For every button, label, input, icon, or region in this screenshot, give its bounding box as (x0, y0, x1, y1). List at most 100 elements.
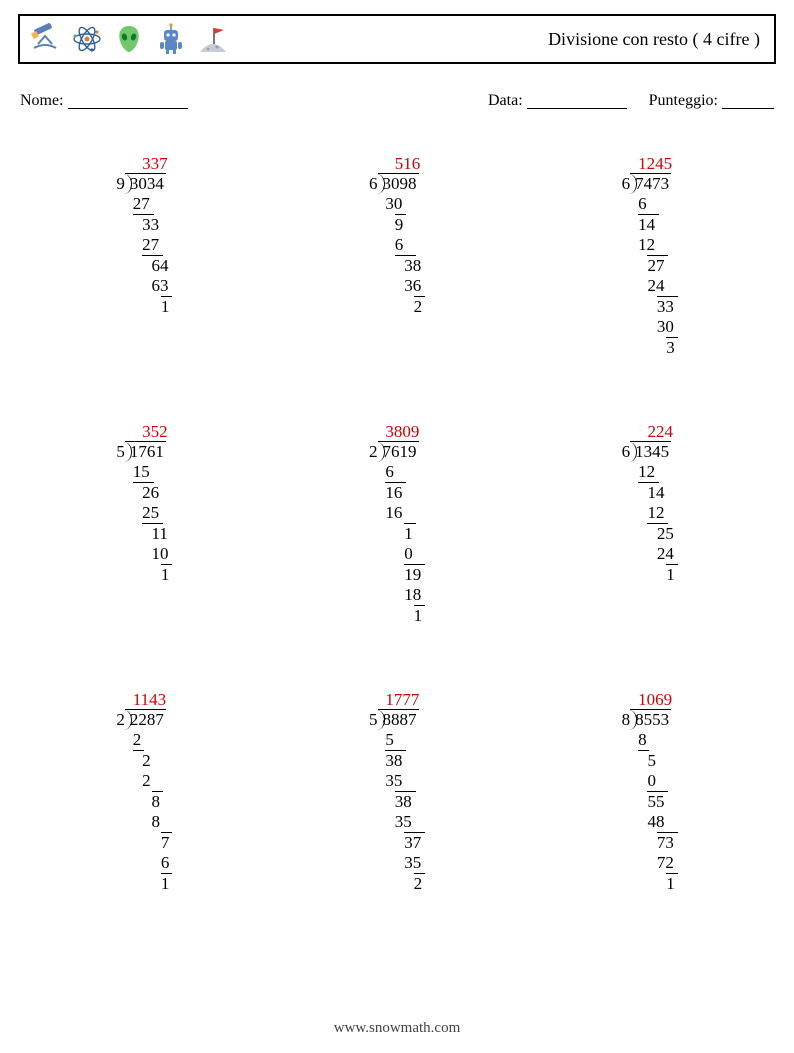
work-step: 5 (369, 730, 425, 750)
work-step: 6 (116, 853, 172, 873)
header-box: Divisione con resto ( 4 cifre ) (18, 14, 776, 64)
divisor-dividend: 22287 (116, 710, 172, 730)
work-step: 33 (116, 215, 172, 235)
score-label: Punteggio: (649, 92, 718, 110)
work-step: 8 (116, 792, 172, 812)
work-step: 16 (369, 503, 425, 523)
work-step: 1 (369, 524, 425, 544)
work-step: 16 (369, 483, 425, 503)
quotient: 224 (622, 422, 678, 442)
work-step: 1 (116, 874, 172, 894)
divisor-dividend: 61345 (622, 442, 678, 462)
work-step: 2 (116, 771, 172, 791)
problem-cell: 12456747361412272433303 (523, 154, 776, 358)
work-step: 33 (622, 297, 678, 317)
problem-cell: 17775888753835383537352 (271, 690, 524, 894)
meta-row: Nome: Data: Punteggio: (18, 92, 776, 110)
divisor-dividend: 27619 (369, 442, 425, 462)
work-step: 7 (116, 833, 172, 853)
quotient: 1777 (369, 690, 425, 710)
work-step: 27 (116, 235, 172, 255)
work-step: 10 (116, 544, 172, 564)
problem-cell: 2246134512141225241 (523, 422, 776, 626)
problem-cell: 51663098309638362 (271, 154, 524, 358)
work-step: 27 (116, 194, 172, 214)
quotient: 337 (116, 154, 172, 174)
work-step: 6 (622, 194, 678, 214)
work-step: 24 (622, 544, 678, 564)
work-step: 2 (369, 874, 425, 894)
name-blank[interactable] (68, 92, 188, 109)
work-step: 9 (369, 215, 425, 235)
work-step: 35 (369, 853, 425, 873)
work-step: 1 (622, 565, 678, 585)
work-step: 15 (116, 462, 172, 482)
quotient: 1245 (622, 154, 678, 174)
problem-cell: 3525176115262511101 (18, 422, 271, 626)
divisor-dividend: 88553 (622, 710, 678, 730)
divisor-dividend: 67473 (622, 174, 678, 194)
long-division: 3379303427332764631 (116, 154, 172, 358)
work-step: 36 (369, 276, 425, 296)
date-blank[interactable] (527, 92, 627, 109)
work-step: 72 (622, 853, 678, 873)
work-step: 1 (116, 565, 172, 585)
divisor-dividend: 58887 (369, 710, 425, 730)
long-division: 11432228722288761 (116, 690, 172, 894)
long-division: 12456747361412272433303 (622, 154, 678, 358)
work-step: 64 (116, 256, 172, 276)
work-step: 0 (369, 544, 425, 564)
work-step: 2 (116, 751, 172, 771)
work-step: 19 (369, 565, 425, 585)
work-step: 18 (369, 585, 425, 605)
work-step: 0 (622, 771, 678, 791)
divisor-dividend: 93034 (116, 174, 172, 194)
long-division: 2246134512141225241 (622, 422, 678, 626)
work-step: 2 (116, 730, 172, 750)
work-step: 11 (116, 524, 172, 544)
work-step: 24 (622, 276, 678, 296)
divisor-dividend: 63098 (369, 174, 425, 194)
quotient: 1143 (116, 690, 172, 710)
work-step: 3 (622, 338, 678, 358)
footer-link[interactable]: www.snowmath.com (0, 1020, 794, 1037)
work-step: 14 (622, 483, 678, 503)
work-step: 8 (622, 730, 678, 750)
moon-flag-icon (196, 22, 230, 56)
quotient: 3809 (369, 422, 425, 442)
work-step: 37 (369, 833, 425, 853)
work-step: 63 (116, 276, 172, 296)
work-step: 38 (369, 751, 425, 771)
work-step: 38 (369, 792, 425, 812)
date-label: Data: (488, 92, 523, 110)
work-step: 12 (622, 503, 678, 523)
work-step: 6 (369, 235, 425, 255)
work-step: 8 (116, 812, 172, 832)
long-division: 51663098309638362 (369, 154, 425, 358)
work-step: 1 (369, 606, 425, 626)
work-step: 25 (622, 524, 678, 544)
work-step: 25 (116, 503, 172, 523)
work-step: 1 (622, 874, 678, 894)
work-step: 14 (622, 215, 678, 235)
atom-icon (70, 22, 104, 56)
work-step: 12 (622, 462, 678, 482)
work-step: 73 (622, 833, 678, 853)
name-label: Nome: (20, 92, 64, 110)
problem-cell: 106988553850554873721 (523, 690, 776, 894)
work-step: 1 (116, 297, 172, 317)
long-division: 3525176115262511101 (116, 422, 172, 626)
page-title: Divisione con resto ( 4 cifre ) (548, 29, 760, 50)
problems-grid: 3379303427332764631516630983096383621245… (18, 154, 776, 894)
work-step: 35 (369, 812, 425, 832)
work-step: 26 (116, 483, 172, 503)
work-step: 30 (369, 194, 425, 214)
work-step: 30 (622, 317, 678, 337)
long-division: 380927619616161019181 (369, 422, 425, 626)
telescope-icon (28, 22, 62, 56)
long-division: 17775888753835383537352 (369, 690, 425, 894)
work-step: 6 (369, 462, 425, 482)
quotient: 516 (369, 154, 425, 174)
score-blank[interactable] (722, 92, 774, 109)
work-step: 12 (622, 235, 678, 255)
